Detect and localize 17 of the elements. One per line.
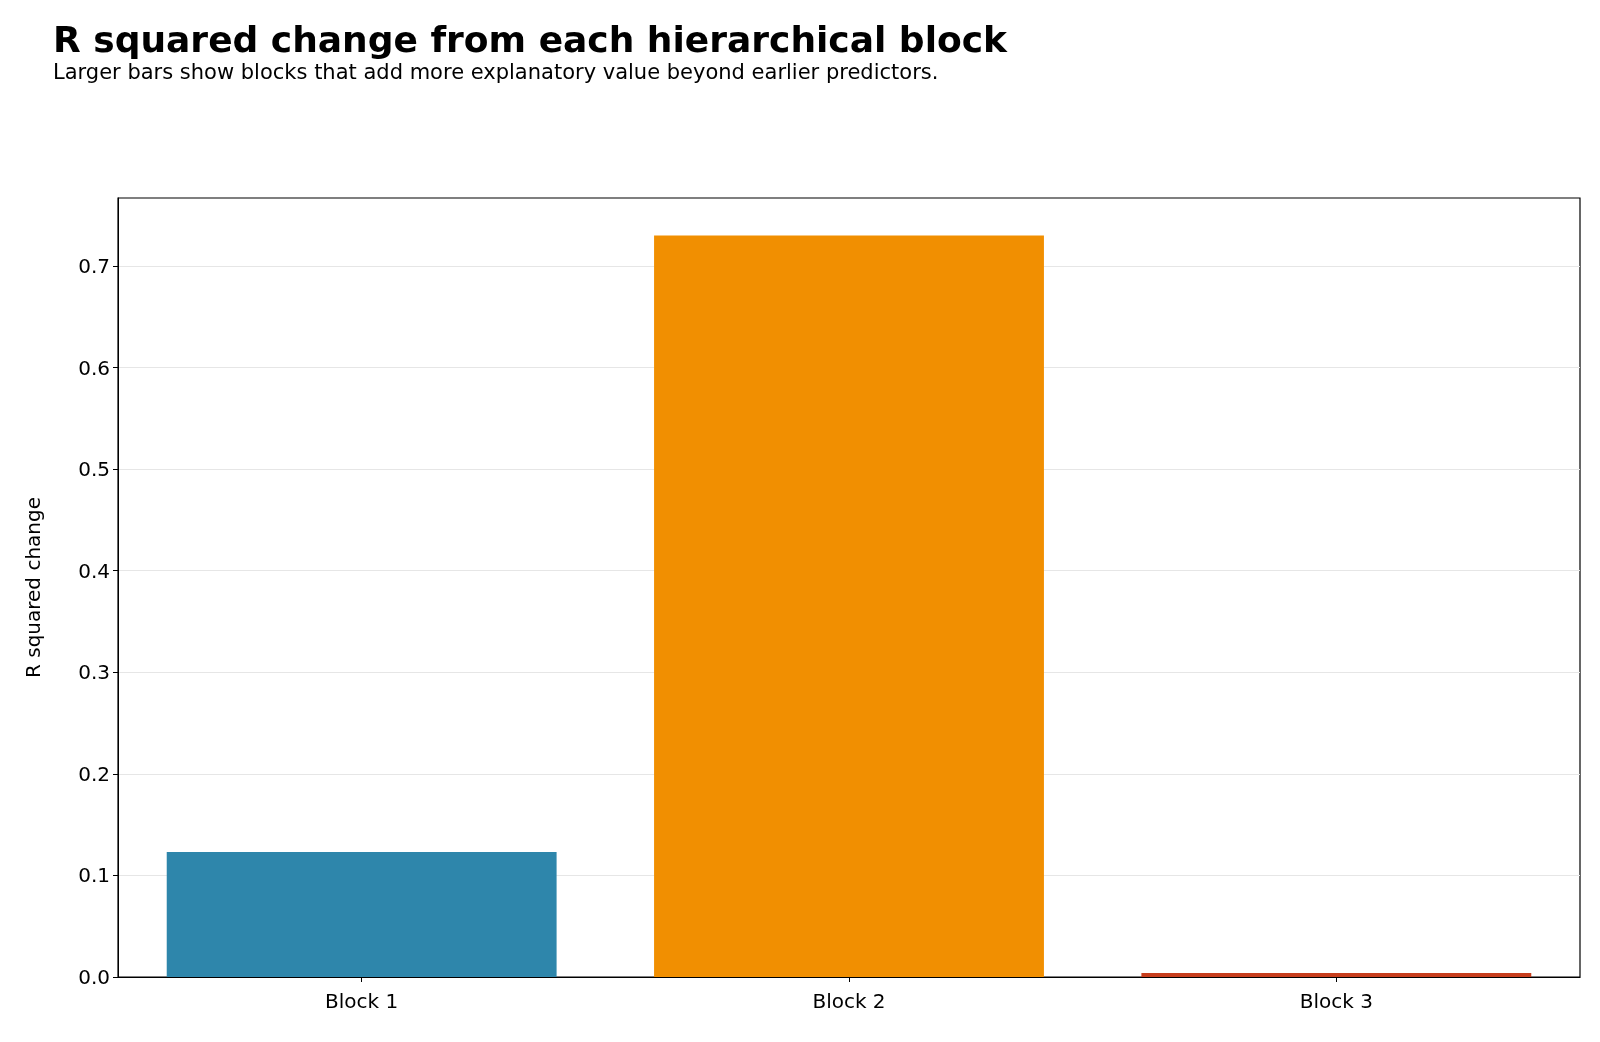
- chart-title: R squared change from each hierarchical block: [53, 18, 1009, 60]
- y-tick-label: 0.4: [78, 558, 110, 583]
- bar: [1141, 972, 1532, 977]
- bar: [166, 852, 557, 977]
- chart-subtitle: Larger bars show blocks that add more explanatory value beyond earlier predictors.: [53, 59, 939, 84]
- y-tick-label: 0.5: [78, 457, 110, 482]
- x-tick-label: Block 3: [1299, 989, 1373, 1013]
- y-axis-title: R squared change: [21, 496, 45, 679]
- x-tick-label: Block 1: [325, 989, 399, 1013]
- x-tick-label: Block 2: [812, 989, 886, 1013]
- y-tick-label: 0.3: [78, 660, 110, 685]
- y-tick-label: 0.7: [78, 254, 110, 279]
- y-tick-label: 0.6: [78, 355, 110, 380]
- y-tick-label: 0.0: [78, 965, 110, 989]
- y-tick-label: 0.1: [78, 863, 110, 888]
- y-tick-label: 0.2: [78, 761, 110, 786]
- bar: [654, 235, 1044, 977]
